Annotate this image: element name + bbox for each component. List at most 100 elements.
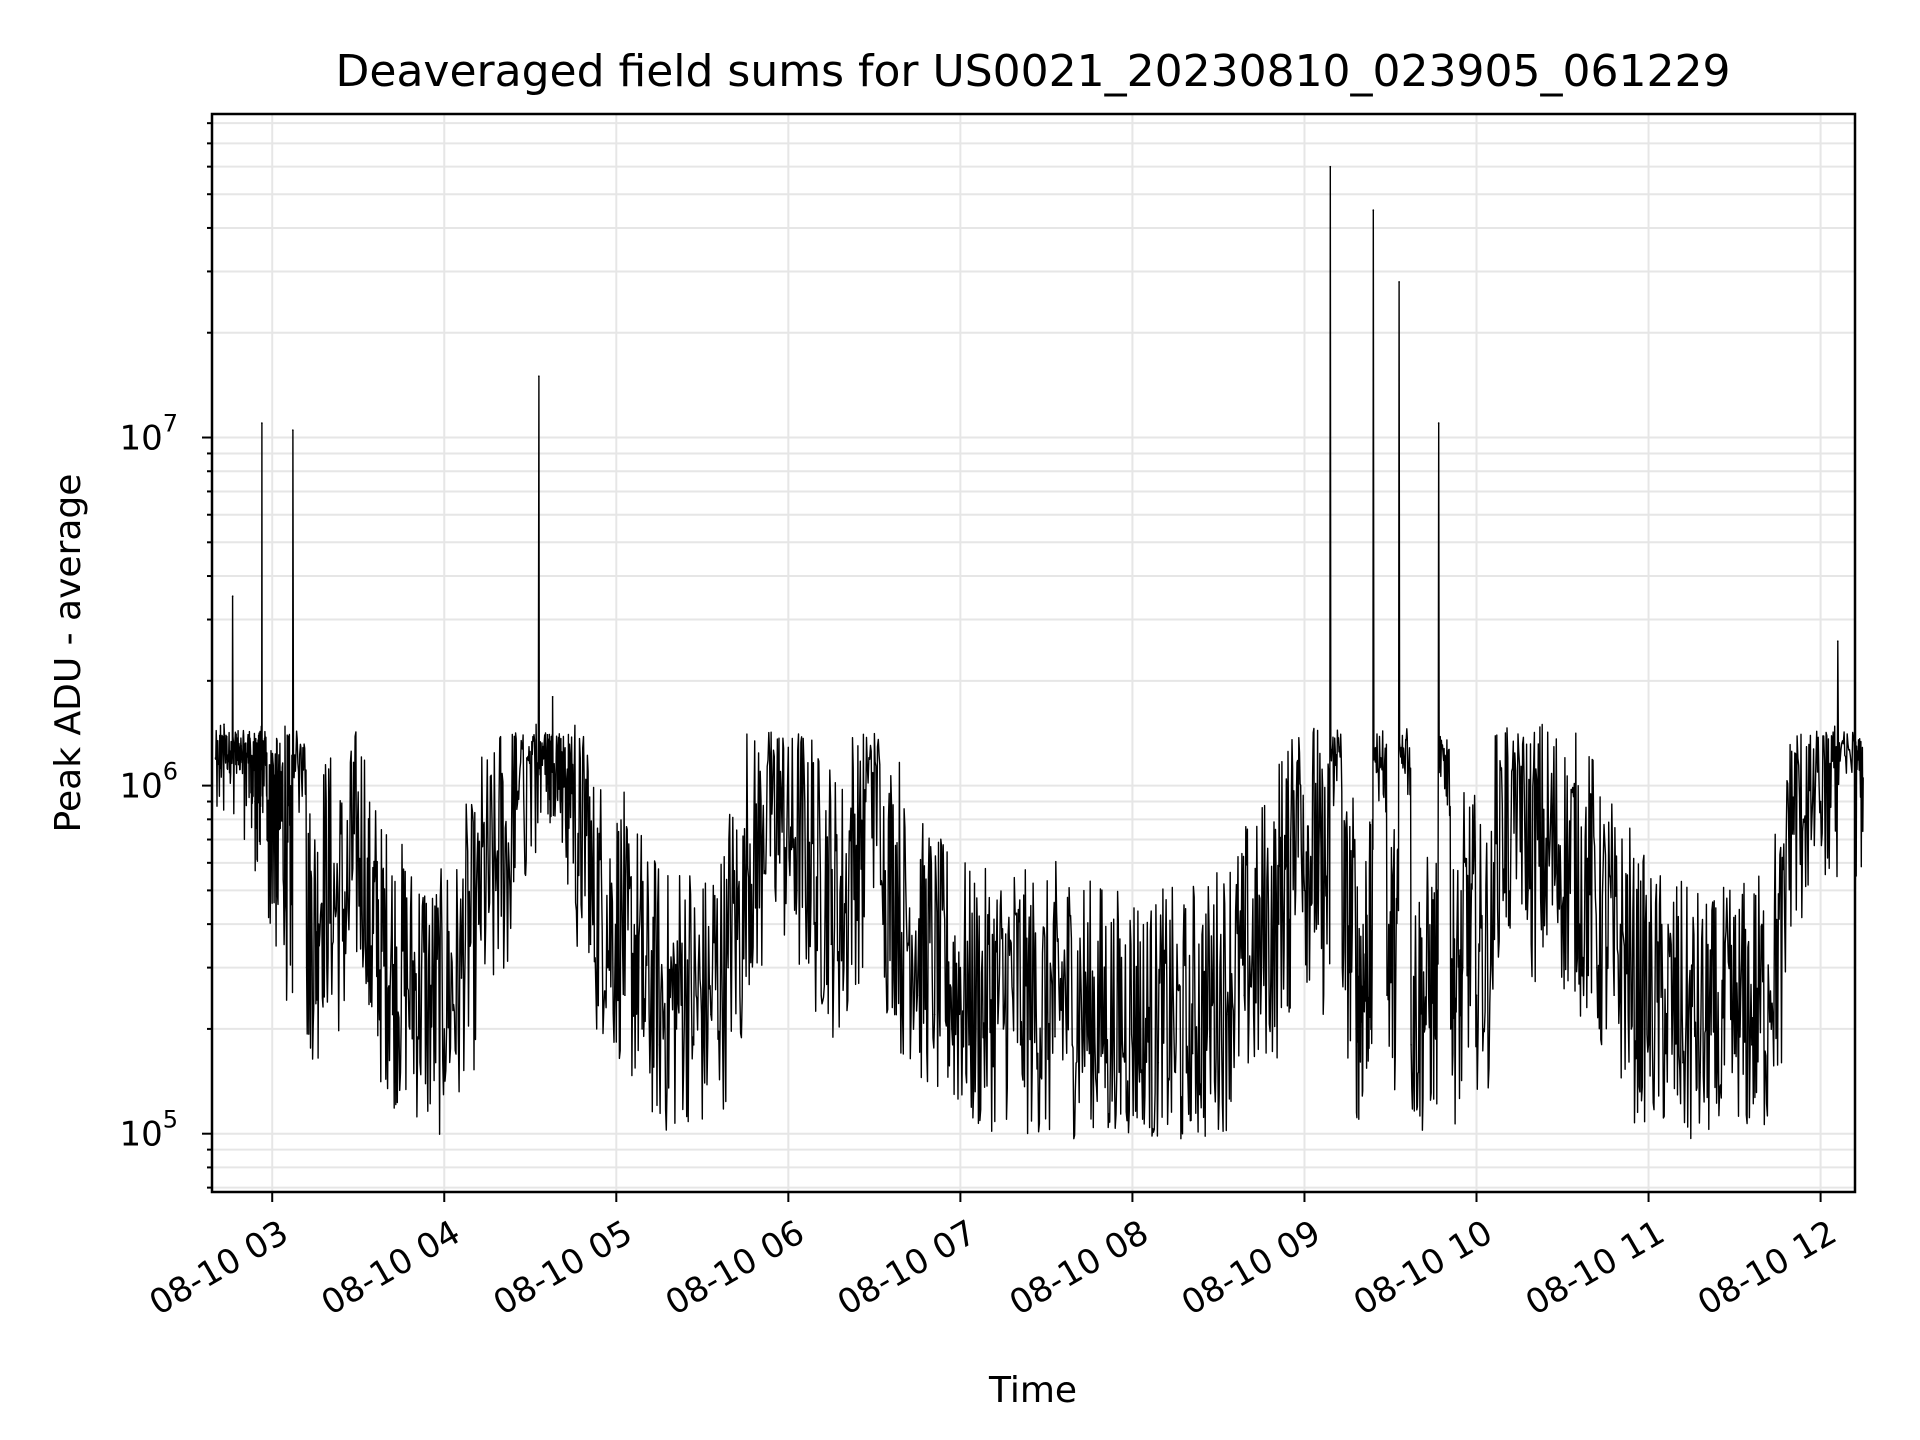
data-point <box>1002 1028 1005 1030</box>
data-point <box>1289 838 1292 841</box>
data-point <box>985 1035 987 1038</box>
data-point <box>240 745 243 747</box>
data-point <box>366 966 368 969</box>
data-point <box>1492 862 1495 864</box>
series-line <box>214 166 1864 1140</box>
data-point <box>830 943 833 946</box>
data-point <box>1243 994 1246 996</box>
data-point <box>692 1044 695 1046</box>
data-point <box>292 429 294 431</box>
data-point <box>274 862 277 864</box>
data-point <box>1260 966 1263 969</box>
data-point <box>1561 905 1564 908</box>
data-point <box>1157 1061 1160 1064</box>
x-axis-label: Time <box>988 1370 1077 1411</box>
data-point <box>231 595 234 598</box>
data-point <box>317 923 320 925</box>
data-point <box>1398 281 1400 283</box>
data-point <box>710 1013 712 1016</box>
data-point <box>266 838 268 841</box>
data-point <box>1341 966 1344 969</box>
data-point <box>1449 1028 1452 1030</box>
chart-title: Deaveraged field sums for US0021_2023081… <box>336 46 1731 97</box>
data-point <box>391 1013 394 1016</box>
data-point <box>261 422 263 424</box>
data-point <box>1750 1044 1753 1046</box>
data-point <box>1475 994 1478 996</box>
data-point <box>864 800 867 803</box>
data-point <box>950 1028 953 1030</box>
data-point <box>1510 838 1512 841</box>
data-point <box>916 994 919 996</box>
data-point <box>254 800 256 803</box>
data-point <box>305 966 308 969</box>
data-point <box>247 733 249 736</box>
data-point <box>1733 1052 1736 1055</box>
data-point <box>847 889 850 892</box>
data-point <box>1699 1071 1701 1074</box>
data-point <box>1277 923 1280 925</box>
y-tick-label: 105 <box>119 1106 178 1155</box>
data-point <box>443 1028 446 1030</box>
data-point <box>1664 1052 1667 1055</box>
data-point <box>1071 1044 1074 1046</box>
data-point <box>1527 889 1529 892</box>
data-point <box>1105 1061 1108 1064</box>
data-point <box>778 862 781 864</box>
data-point <box>1303 889 1306 892</box>
data-point <box>1054 1035 1056 1038</box>
data-point <box>1226 1013 1228 1016</box>
data-point <box>968 1044 970 1046</box>
data-point <box>658 1044 661 1046</box>
data-point <box>331 943 334 946</box>
data-point <box>933 1013 936 1016</box>
data-point <box>1317 923 1320 925</box>
data-point <box>426 1044 428 1046</box>
data-point <box>512 800 514 803</box>
data-point <box>214 757 217 759</box>
plot-area <box>214 165 1864 1140</box>
data-point <box>882 923 884 925</box>
data-point <box>1544 889 1547 892</box>
axes-frame <box>210 112 1857 1194</box>
data-point <box>1768 994 1770 996</box>
data-point <box>285 905 287 908</box>
data-point <box>1596 966 1598 969</box>
data-point <box>899 966 901 969</box>
data-point <box>1191 1052 1194 1055</box>
data-point <box>1819 800 1822 803</box>
data-point <box>813 923 815 925</box>
data-point <box>1410 1044 1412 1046</box>
data-point <box>378 994 380 996</box>
data-point <box>538 375 540 378</box>
y-tick-label: 107 <box>119 410 178 459</box>
data-point <box>675 1028 678 1030</box>
data-point <box>796 889 798 892</box>
data-point <box>526 757 528 759</box>
y-tick-label: 106 <box>119 758 178 807</box>
data-point <box>727 966 729 969</box>
data-point <box>546 733 549 736</box>
data-point <box>1123 1052 1125 1055</box>
data-point <box>460 977 463 979</box>
data-point <box>1613 994 1615 996</box>
data-point <box>641 1028 643 1030</box>
data-point <box>1461 966 1464 969</box>
y-axis-label: Peak ADU - average <box>48 474 89 833</box>
data-point <box>477 923 480 925</box>
data-point <box>1716 1061 1719 1064</box>
data-point <box>1037 1052 1039 1055</box>
data-point <box>348 889 351 892</box>
data-point <box>1785 838 1787 841</box>
data-point <box>495 889 497 892</box>
data-point <box>761 838 764 841</box>
data-point <box>589 943 592 946</box>
data-point <box>606 966 609 969</box>
data-point <box>624 994 626 996</box>
data-point <box>1019 1044 1022 1046</box>
data-point <box>409 1028 411 1030</box>
data-point <box>551 695 554 698</box>
data-point <box>560 800 563 803</box>
data-point <box>1630 1028 1633 1030</box>
data-point <box>1836 640 1839 642</box>
